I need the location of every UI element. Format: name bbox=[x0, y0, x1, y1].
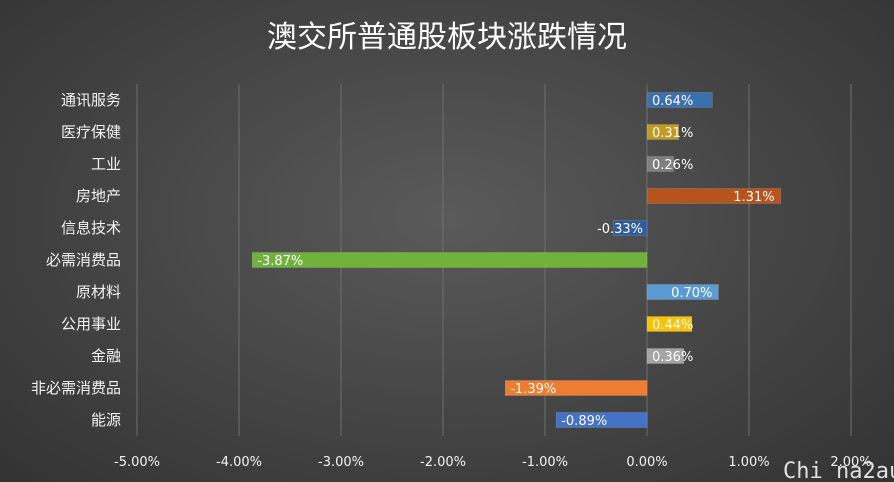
data-labels: 0.64% 0.31% 0.26% 1.31% -0.33% -3.87% 0.70% 0.4… bbox=[257, 94, 774, 429]
category-label: 工业 bbox=[91, 155, 121, 173]
category-label: 必需消费品 bbox=[46, 251, 121, 269]
x-tick-label: 0.00% bbox=[626, 455, 667, 470]
data-label: -1.39% bbox=[510, 382, 556, 397]
data-label: -0.33% bbox=[597, 222, 643, 237]
bar bbox=[646, 284, 719, 300]
x-tick-label: -2.00% bbox=[420, 455, 466, 470]
bar bbox=[252, 252, 648, 268]
bar bbox=[555, 412, 648, 428]
x-tick-label: 1.00% bbox=[728, 455, 769, 470]
chart-title: 澳交所普通股板块涨跌情况 bbox=[267, 20, 627, 55]
data-label: 0.36% bbox=[652, 350, 693, 365]
data-label: 0.70% bbox=[671, 286, 712, 301]
category-label: 信息技术 bbox=[61, 219, 121, 237]
x-tick-labels: -5.00% -4.00% -3.00% -2.00% -1.00% 0.00% 1.00%… bbox=[114, 455, 872, 470]
bar bbox=[613, 220, 648, 236]
bar bbox=[646, 156, 674, 172]
watermark: Chi na2au bbox=[783, 459, 894, 482]
x-tick-label: -1.00% bbox=[522, 455, 568, 470]
bar bbox=[646, 316, 693, 332]
data-label: 0.44% bbox=[652, 318, 693, 333]
category-label: 能源 bbox=[91, 411, 121, 429]
category-label: 医疗保健 bbox=[61, 123, 121, 141]
x-tick-label: -3.00% bbox=[318, 455, 364, 470]
category-label: 原材料 bbox=[76, 283, 121, 301]
category-label: 公用事业 bbox=[61, 315, 121, 333]
bar bbox=[646, 92, 713, 108]
data-label: -3.87% bbox=[257, 254, 303, 269]
x-tick-label: 2.00% bbox=[830, 455, 871, 470]
x-tick-label: -4.00% bbox=[216, 455, 262, 470]
data-label: 0.31% bbox=[652, 126, 693, 141]
bar bbox=[504, 380, 648, 396]
bars bbox=[252, 92, 781, 428]
bar bbox=[646, 188, 781, 204]
x-tick-label: -5.00% bbox=[114, 455, 160, 470]
bar bbox=[646, 124, 679, 140]
category-label: 通讯服务 bbox=[61, 91, 121, 109]
data-label: 0.64% bbox=[652, 94, 693, 109]
data-label: 0.26% bbox=[652, 158, 693, 173]
category-label: 非必需消费品 bbox=[31, 379, 121, 397]
category-label: 房地产 bbox=[76, 187, 121, 205]
data-label: -0.89% bbox=[561, 414, 607, 429]
data-label: 1.31% bbox=[733, 190, 774, 205]
category-label: 金融 bbox=[91, 347, 121, 365]
bar bbox=[646, 348, 684, 364]
